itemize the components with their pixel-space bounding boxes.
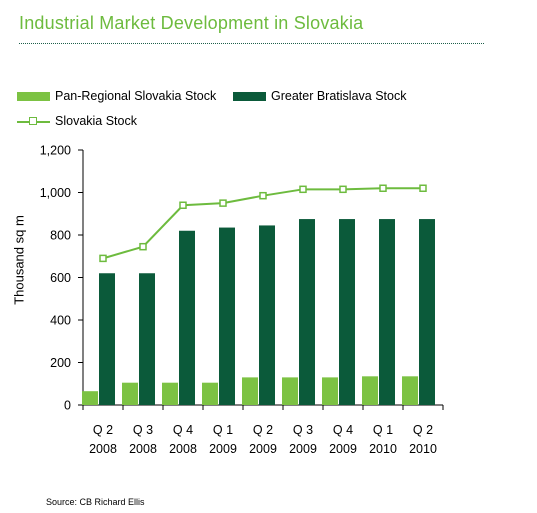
point-slovakia-stock xyxy=(339,185,347,194)
bar-greater-bratislava xyxy=(259,225,275,405)
title-divider xyxy=(19,43,484,44)
y-tick-label: 800 xyxy=(50,229,71,243)
x-tick-label: 2008 xyxy=(169,442,197,456)
legend-item-slovakia-stock: Slovakia Stock xyxy=(17,114,137,128)
bar-greater-bratislava xyxy=(299,219,315,405)
bar-greater-bratislava xyxy=(99,273,115,405)
bar-greater-bratislava xyxy=(219,227,235,405)
bar-greater-bratislava xyxy=(419,219,435,405)
bar-pan-regional xyxy=(202,382,218,405)
x-tick-label: 2008 xyxy=(129,442,157,456)
point-slovakia-stock xyxy=(259,191,267,200)
x-tick-label: 2010 xyxy=(369,442,397,456)
x-tick-label: Q 3 xyxy=(133,423,153,437)
bar-pan-regional xyxy=(82,391,98,405)
x-tick-label: Q 1 xyxy=(213,423,233,437)
bar-pan-regional xyxy=(402,376,418,405)
bar-greater-bratislava xyxy=(139,273,155,405)
y-tick-label: 200 xyxy=(50,356,71,370)
legend-swatch-pan-regional xyxy=(17,91,50,101)
x-tick-label: 2009 xyxy=(289,442,317,456)
bar-pan-regional xyxy=(122,382,138,405)
legend-item-pan-regional: Pan-Regional Slovakia Stock xyxy=(17,89,216,103)
point-slovakia-stock xyxy=(419,184,427,192)
x-tick-label: Q 2 xyxy=(253,423,273,437)
x-tick-label: 2010 xyxy=(409,442,437,456)
point-slovakia-stock xyxy=(99,254,107,263)
bar-greater-bratislava xyxy=(379,219,395,405)
point-slovakia-stock xyxy=(379,184,387,192)
point-slovakia-stock xyxy=(179,201,187,209)
x-tick-label: 2009 xyxy=(249,442,277,456)
x-tick-label: 2009 xyxy=(209,442,237,456)
x-tick-label: Q 3 xyxy=(293,423,313,437)
source-note: Source: CB Richard Ellis xyxy=(46,497,145,507)
x-tick-label: Q 1 xyxy=(373,423,393,437)
chart-title: Industrial Market Development in Slovaki… xyxy=(19,13,364,33)
bar-pan-regional xyxy=(282,377,298,405)
legend-swatch-greater-bratislava xyxy=(233,91,266,101)
x-tick-label: Q 4 xyxy=(173,423,193,437)
x-tick-label: 2009 xyxy=(329,442,357,456)
y-tick-label: 1,200 xyxy=(40,144,71,158)
bar-pan-regional xyxy=(322,377,338,405)
bar-pan-regional xyxy=(242,377,258,405)
y-tick-label: 0 xyxy=(64,399,71,413)
y-tick-label: 1,000 xyxy=(40,186,71,200)
x-tick-label: Q 2 xyxy=(413,423,433,437)
bar-pan-regional xyxy=(362,376,378,405)
bar-greater-bratislava xyxy=(339,219,355,405)
point-slovakia-stock xyxy=(219,199,227,207)
legend-swatch-slovakia-stock xyxy=(17,116,50,126)
bar-greater-bratislava xyxy=(179,230,195,405)
point-slovakia-stock xyxy=(299,185,307,194)
point-slovakia-stock xyxy=(139,242,147,251)
y-tick-label: 400 xyxy=(50,314,71,328)
legend-label-greater-bratislava: Greater Bratislava Stock xyxy=(271,89,407,103)
legend-label-slovakia-stock: Slovakia Stock xyxy=(55,114,137,128)
legend-item-greater-bratislava: Greater Bratislava Stock xyxy=(233,89,406,103)
bar-pan-regional xyxy=(162,382,178,405)
x-tick-label: Q 4 xyxy=(333,423,353,437)
x-tick-label: 2008 xyxy=(89,442,117,456)
legend-label-pan-regional: Pan-Regional Slovakia Stock xyxy=(55,89,217,103)
y-tick-label: 600 xyxy=(50,271,71,285)
x-tick-label: Q 2 xyxy=(93,423,113,437)
